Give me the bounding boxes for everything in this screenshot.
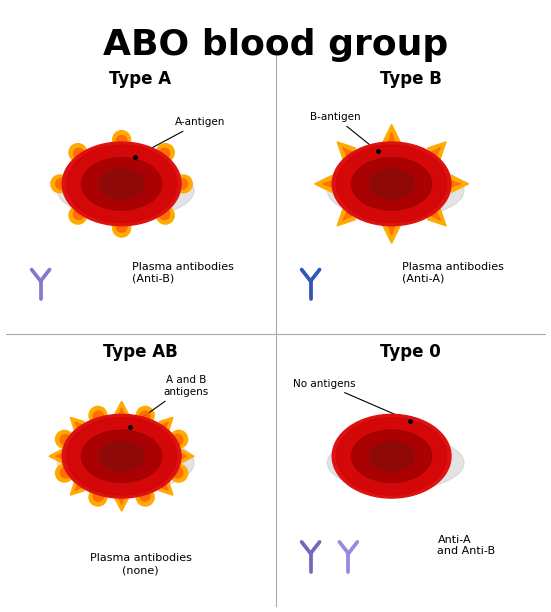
Polygon shape — [337, 142, 356, 160]
Text: Anti-A
and Anti-B: Anti-A and Anti-B — [437, 534, 495, 556]
Text: No antigens: No antigens — [293, 379, 408, 420]
Ellipse shape — [57, 163, 194, 218]
Polygon shape — [388, 132, 395, 142]
Text: Type 0: Type 0 — [380, 343, 441, 361]
Polygon shape — [428, 207, 446, 226]
Polygon shape — [162, 422, 168, 428]
Ellipse shape — [56, 430, 73, 448]
Polygon shape — [322, 181, 332, 187]
Polygon shape — [428, 142, 446, 160]
Ellipse shape — [82, 430, 161, 482]
Polygon shape — [383, 226, 400, 243]
Ellipse shape — [113, 131, 131, 149]
Text: Type B: Type B — [380, 70, 441, 89]
Polygon shape — [115, 498, 128, 511]
Polygon shape — [159, 481, 173, 495]
Polygon shape — [343, 211, 352, 220]
Ellipse shape — [139, 491, 150, 501]
Ellipse shape — [159, 148, 170, 159]
Text: ABO blood group: ABO blood group — [103, 28, 448, 62]
Ellipse shape — [89, 488, 107, 506]
Polygon shape — [49, 449, 62, 463]
Ellipse shape — [93, 491, 104, 501]
Ellipse shape — [369, 170, 414, 198]
Ellipse shape — [73, 209, 84, 220]
Text: Type AB: Type AB — [103, 343, 178, 361]
Ellipse shape — [156, 206, 174, 224]
Ellipse shape — [51, 175, 69, 193]
Polygon shape — [451, 175, 468, 193]
Polygon shape — [315, 175, 332, 193]
Polygon shape — [56, 453, 62, 458]
Ellipse shape — [337, 145, 446, 223]
Ellipse shape — [56, 179, 66, 189]
Ellipse shape — [159, 209, 170, 220]
Polygon shape — [71, 417, 84, 431]
Ellipse shape — [56, 465, 73, 482]
Ellipse shape — [352, 430, 431, 482]
Polygon shape — [181, 453, 187, 458]
Polygon shape — [343, 147, 352, 157]
Ellipse shape — [172, 468, 183, 478]
Ellipse shape — [177, 179, 187, 189]
Ellipse shape — [136, 488, 154, 506]
Polygon shape — [75, 484, 82, 490]
Polygon shape — [431, 147, 440, 157]
Ellipse shape — [67, 417, 176, 495]
Ellipse shape — [93, 411, 104, 422]
Ellipse shape — [73, 148, 84, 159]
Polygon shape — [162, 484, 168, 490]
Polygon shape — [75, 422, 82, 428]
Polygon shape — [159, 417, 173, 431]
Ellipse shape — [82, 158, 161, 210]
Ellipse shape — [352, 158, 431, 210]
Ellipse shape — [69, 144, 87, 162]
Ellipse shape — [332, 142, 451, 226]
Polygon shape — [119, 408, 124, 414]
Ellipse shape — [139, 411, 150, 422]
Ellipse shape — [156, 144, 174, 162]
Text: Plasma antibodies
(none): Plasma antibodies (none) — [90, 553, 191, 575]
Ellipse shape — [332, 414, 451, 498]
Ellipse shape — [61, 468, 71, 478]
Ellipse shape — [170, 465, 188, 482]
Ellipse shape — [99, 442, 144, 471]
Ellipse shape — [69, 206, 87, 224]
Ellipse shape — [99, 170, 144, 198]
Ellipse shape — [62, 414, 181, 498]
Ellipse shape — [172, 435, 183, 445]
Text: B-antigen: B-antigen — [310, 112, 376, 150]
Polygon shape — [71, 481, 84, 495]
Polygon shape — [337, 207, 356, 226]
Polygon shape — [388, 226, 395, 236]
Ellipse shape — [116, 222, 127, 232]
Ellipse shape — [136, 406, 154, 424]
Ellipse shape — [62, 142, 181, 226]
Ellipse shape — [67, 145, 176, 223]
Text: Type A: Type A — [110, 70, 171, 89]
Polygon shape — [431, 211, 440, 220]
Text: A and B
antigens: A and B antigens — [132, 375, 209, 425]
Polygon shape — [115, 401, 128, 414]
Ellipse shape — [369, 442, 414, 471]
Ellipse shape — [89, 406, 107, 424]
Ellipse shape — [170, 430, 188, 448]
Text: Plasma antibodies
(Anti-B): Plasma antibodies (Anti-B) — [132, 262, 234, 284]
Ellipse shape — [327, 163, 464, 218]
Ellipse shape — [337, 417, 446, 495]
Text: Plasma antibodies
(Anti-A): Plasma antibodies (Anti-A) — [402, 262, 504, 284]
Ellipse shape — [327, 436, 464, 490]
Ellipse shape — [61, 435, 71, 445]
Polygon shape — [451, 181, 461, 187]
Ellipse shape — [113, 219, 131, 237]
Polygon shape — [119, 498, 124, 505]
Polygon shape — [383, 124, 400, 142]
Ellipse shape — [116, 135, 127, 146]
Ellipse shape — [57, 436, 194, 490]
Ellipse shape — [175, 175, 192, 193]
Polygon shape — [181, 449, 194, 463]
Text: A-antigen: A-antigen — [138, 117, 225, 155]
